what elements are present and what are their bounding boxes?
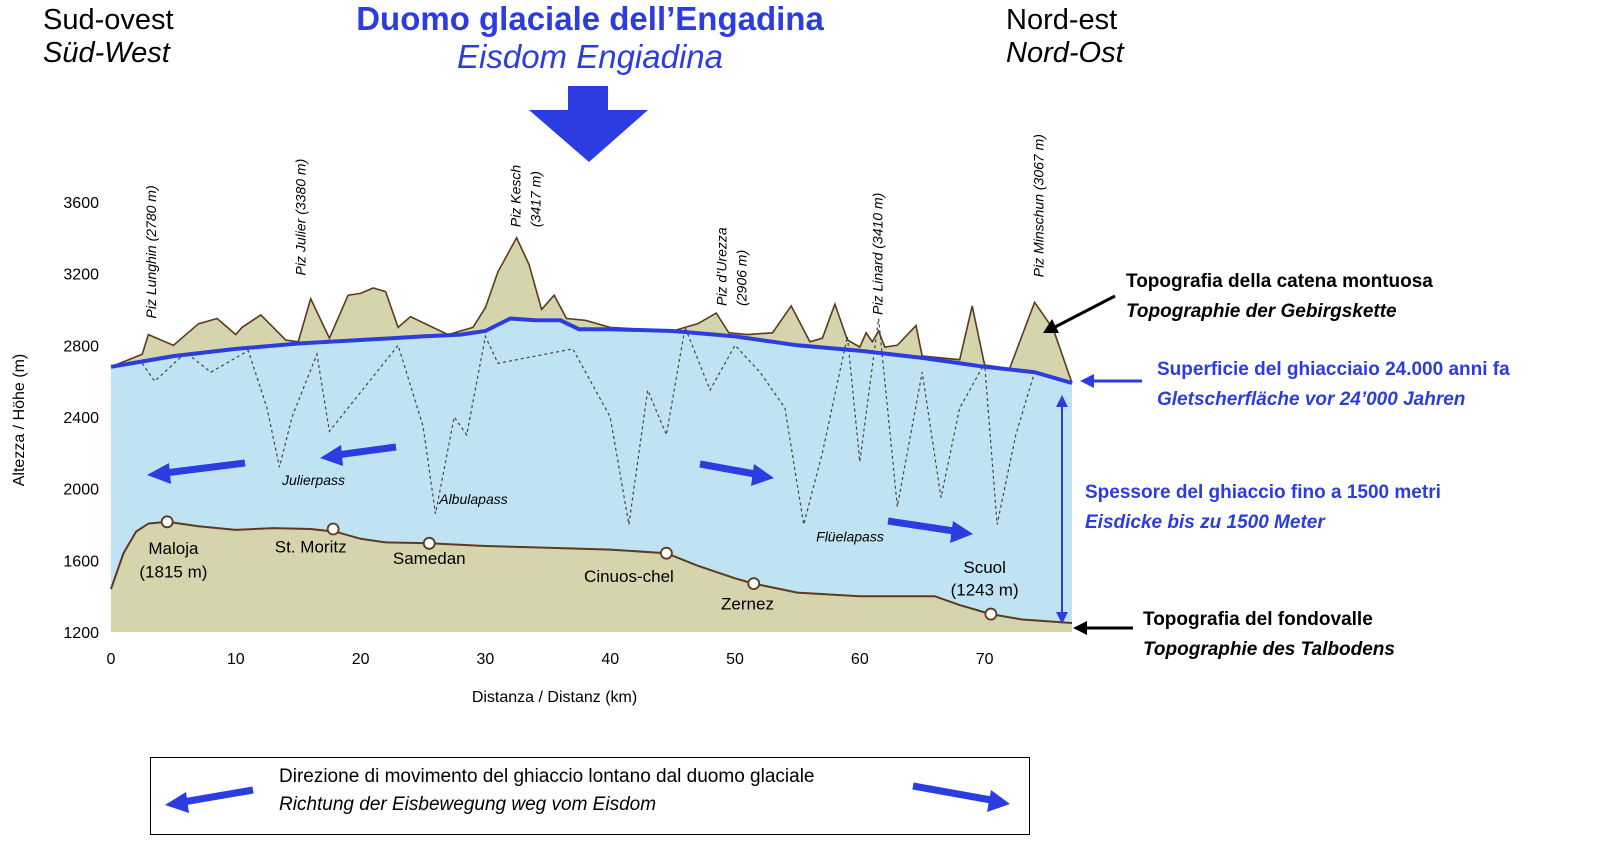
valley-topography-pointer-head xyxy=(1073,621,1087,635)
legend-arrow-right xyxy=(912,782,992,804)
x-tick-label: 40 xyxy=(601,651,619,668)
valley-floor-fill xyxy=(111,521,1072,632)
flow-arrow-west-2 xyxy=(336,443,397,459)
village-marker xyxy=(326,522,340,536)
direction-southwest: Sud-ovest Süd-West xyxy=(43,4,174,70)
village-marker xyxy=(422,536,436,550)
flow-arrow-west-1 xyxy=(164,459,246,477)
peak-label-elevation: (3417 m) xyxy=(527,171,543,227)
y-tick-label: 2800 xyxy=(63,338,99,355)
mountain-topography-note: Topografia della catena montuosa Topogra… xyxy=(1126,267,1433,327)
title-de: Eisdom Engiadina xyxy=(457,38,723,75)
peak-label: Piz Linard (3410 m) xyxy=(869,193,885,315)
mountain-topography-pointer xyxy=(1054,294,1116,329)
flow-arrow-east-1-head xyxy=(751,464,774,486)
legend-arrow-left xyxy=(182,786,254,806)
village-label: St. Moritz xyxy=(275,537,347,556)
ice-thickness-note: Spessore del ghiaccio fino a 1500 metri … xyxy=(1085,478,1441,538)
valley-topography-note: Topografia del fondovalle Topographie de… xyxy=(1143,605,1395,665)
title-it: Duomo glaciale dell’Engadina xyxy=(356,0,824,37)
flow-arrow-west-1-head xyxy=(147,463,171,484)
ice-thickness-it: Spessore del ghiaccio fino a 1500 metri xyxy=(1085,482,1441,503)
mountain-topography-line xyxy=(110,236,1073,384)
y-tick-label: 2000 xyxy=(63,482,99,499)
peak-label: Piz Lunghin (2780 m) xyxy=(143,185,159,318)
diagram-title: Duomo glaciale dell’Engadina Eisdom Engi… xyxy=(340,0,840,76)
flow-arrows xyxy=(147,443,973,543)
village-label: Zernez xyxy=(721,595,774,614)
village-elevation: (1243 m) xyxy=(951,580,1019,599)
x-tick-label: 60 xyxy=(851,651,869,668)
valley-cross-sections xyxy=(141,318,1036,525)
village-marker xyxy=(747,577,761,591)
x-axis-label: Distanza / Distanz (km) xyxy=(472,689,637,706)
ice-surface-line xyxy=(110,316,1073,385)
village-marker xyxy=(160,515,174,529)
peak-label: Piz Minschun (3067 m) xyxy=(1030,134,1046,277)
flow-arrow-west-2-head xyxy=(320,445,343,466)
x-tick-label: 70 xyxy=(976,651,994,668)
flow-arrow-east-2 xyxy=(887,517,955,535)
y-tick-label: 3600 xyxy=(63,195,99,212)
ice-surface-pointer-head xyxy=(1080,374,1094,388)
mountain-topography-it: Topografia della catena montuosa xyxy=(1126,271,1433,292)
valley-topography-de: Topographie des Talbodens xyxy=(1143,639,1395,660)
x-tick-label: 50 xyxy=(726,651,744,668)
ice-dome-arrow xyxy=(529,86,648,162)
peak-label: Piz Julier (3380 m) xyxy=(293,159,309,276)
village-label: Maloja xyxy=(148,539,199,558)
y-axis-label: Altezza / Höhe (m) xyxy=(11,354,28,486)
direction-southwest-it: Sud-ovest xyxy=(43,4,174,36)
village-marker xyxy=(659,546,673,560)
flow-arrow-east-2-head xyxy=(950,521,973,543)
village-label: Scuol xyxy=(963,558,1006,577)
legend-box: Direzione di movimento del ghiaccio lont… xyxy=(150,757,1030,835)
direction-northeast-it: Nord-est xyxy=(1006,4,1118,36)
x-tick-label: 0 xyxy=(107,651,116,668)
x-tick-label: 20 xyxy=(352,651,370,668)
x-tick-label: 30 xyxy=(477,651,495,668)
village-label: Samedan xyxy=(393,549,466,568)
flow-arrow-east-1 xyxy=(699,460,756,478)
legend-text-it: Direzione di movimento del ghiaccio lont… xyxy=(279,766,815,787)
village-label: Cinuos-chel xyxy=(584,567,674,586)
x-tick-label: 10 xyxy=(227,651,245,668)
legend-arrow-right-head xyxy=(987,790,1010,812)
valley-topography-it: Topografia del fondovalle xyxy=(1143,609,1373,630)
mountain-topography-pointer-head xyxy=(1043,319,1059,333)
legend-text-de: Richtung der Eisbewegung weg vom Eisdom xyxy=(279,794,657,815)
ice-surface-it: Superficie del ghiacciaio 24.000 anni fa xyxy=(1157,359,1510,380)
direction-northeast: Nord-est Nord-Ost xyxy=(1006,4,1124,70)
village-elevation: (1815 m) xyxy=(139,562,207,581)
ice-surface-de: Gletscherfläche vor 24’000 Jahren xyxy=(1157,389,1466,410)
pass-label: Flüelapass xyxy=(816,529,884,545)
legend-arrow-left-head xyxy=(165,792,189,813)
y-tick-label: 1600 xyxy=(63,553,99,570)
mountain-topography-de: Topographie der Gebirgskette xyxy=(1126,301,1397,322)
y-tick-label: 3200 xyxy=(63,267,99,284)
ice-thickness-top-head xyxy=(1056,395,1068,407)
peak-label: Piz Kesch xyxy=(507,165,523,227)
peak-label-elevation: (2906 m) xyxy=(733,250,749,306)
valley-floor-line xyxy=(110,520,1073,624)
ice-surface-note: Superficie del ghiacciaio 24.000 anni fa… xyxy=(1157,355,1510,415)
village-marker xyxy=(984,607,998,621)
direction-southwest-de: Süd-West xyxy=(43,37,170,69)
pass-label: Albulapass xyxy=(438,491,508,507)
pass-label: Julierpass xyxy=(281,472,345,488)
direction-northeast-de: Nord-Ost xyxy=(1006,37,1124,69)
y-tick-label: 1200 xyxy=(63,625,99,642)
peak-label: Piz d’Urezza xyxy=(713,227,729,306)
y-tick-label: 2400 xyxy=(63,410,99,427)
ice-thickness-bottom-head xyxy=(1056,612,1068,624)
ice-thickness-de: Eisdicke bis zu 1500 Meter xyxy=(1085,512,1325,533)
